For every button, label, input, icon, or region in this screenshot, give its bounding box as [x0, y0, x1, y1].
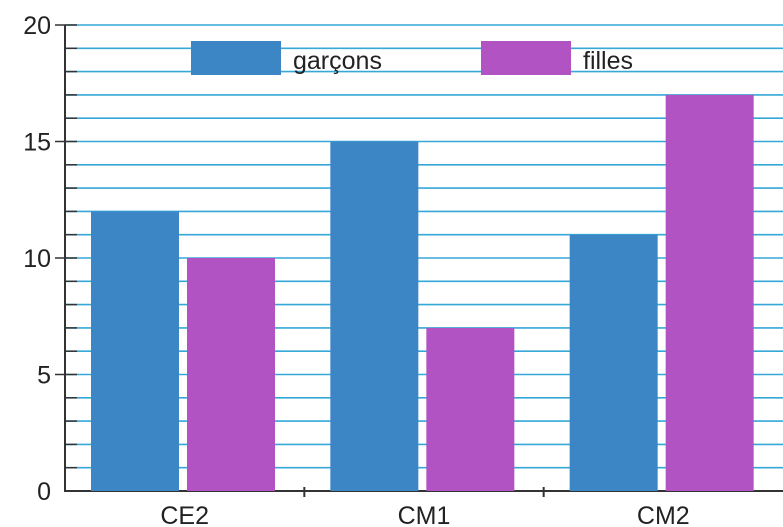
x-tick-label: CM1 [398, 502, 451, 527]
legend-label-garcons: garçons [293, 47, 382, 75]
bar-cm1-filles [426, 327, 515, 491]
x-tick-label: CE2 [160, 502, 209, 527]
bar-cm2-filles [665, 94, 754, 492]
axis-labels: 0 5 10 15 20 CE2 CM1 CM2 [23, 12, 690, 527]
bars [91, 94, 754, 492]
grid [65, 24, 783, 469]
y-tick-label: 15 [23, 129, 51, 157]
y-tick-label: 0 [37, 478, 51, 506]
x-tick-label: CM2 [637, 502, 690, 527]
legend-swatch-garcons [191, 41, 281, 75]
bar-ce2-garcons [91, 211, 179, 491]
legend-label-filles: filles [583, 47, 633, 75]
legend: garçons filles [191, 41, 633, 75]
legend-swatch-filles [481, 41, 571, 75]
bar-ce2-filles [187, 258, 275, 491]
bar-cm1-garcons [330, 141, 419, 491]
axes [55, 24, 783, 497]
y-tick-label: 10 [23, 245, 51, 273]
y-tick-label: 20 [23, 12, 51, 40]
y-tick-label: 5 [37, 362, 51, 390]
bar-cm2-garcons [569, 234, 658, 491]
